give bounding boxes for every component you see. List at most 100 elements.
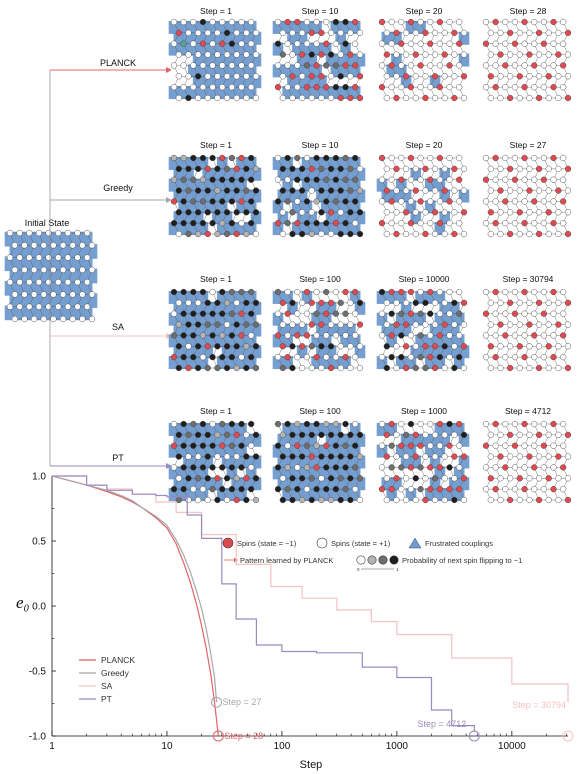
x-tick-label: 1000 bbox=[386, 741, 409, 752]
spin bbox=[412, 209, 419, 216]
spin bbox=[313, 18, 320, 26]
spin bbox=[550, 332, 557, 339]
spin bbox=[383, 343, 390, 350]
frustrated-patch bbox=[48, 293, 59, 308]
frustrated-patch bbox=[272, 444, 284, 458]
spin bbox=[294, 62, 301, 69]
frustrated-patch bbox=[453, 422, 465, 436]
frustrated-patch bbox=[320, 312, 332, 326]
spin bbox=[252, 343, 260, 350]
spin bbox=[516, 73, 523, 80]
spin bbox=[175, 343, 182, 350]
spin bbox=[337, 94, 344, 102]
spin bbox=[417, 154, 424, 162]
spin bbox=[274, 62, 282, 69]
frustrated-patch bbox=[187, 356, 199, 370]
frustrated-patch bbox=[197, 356, 209, 370]
legend-spins-down: Spins (state = −1) bbox=[237, 539, 297, 548]
spin bbox=[407, 464, 415, 471]
frustrated-patch bbox=[62, 280, 74, 296]
spin bbox=[526, 496, 533, 504]
frustrated-patch bbox=[420, 433, 431, 447]
frustrated-patch bbox=[241, 345, 252, 359]
spin bbox=[487, 321, 494, 328]
spin bbox=[303, 176, 311, 183]
spin bbox=[313, 198, 320, 205]
spin bbox=[347, 165, 354, 172]
spin bbox=[555, 94, 562, 102]
spin bbox=[407, 84, 415, 91]
spin bbox=[313, 40, 320, 47]
spin bbox=[492, 354, 499, 361]
spin bbox=[69, 315, 76, 323]
frustrated-patch bbox=[349, 20, 361, 34]
spin bbox=[398, 486, 405, 493]
spin bbox=[204, 51, 211, 58]
spin bbox=[298, 343, 306, 350]
spin bbox=[79, 266, 86, 273]
spin bbox=[526, 453, 533, 460]
spin bbox=[412, 343, 419, 350]
frustrated-patch bbox=[345, 167, 356, 181]
frustrated-patch bbox=[202, 323, 214, 337]
spin bbox=[219, 486, 226, 493]
spin bbox=[460, 343, 468, 350]
spin bbox=[313, 62, 320, 69]
spin bbox=[441, 29, 448, 36]
spin bbox=[545, 475, 552, 482]
spin bbox=[497, 321, 504, 328]
spin bbox=[378, 486, 386, 493]
spin bbox=[526, 209, 533, 216]
spin bbox=[352, 18, 359, 26]
frustrated-patch bbox=[178, 200, 189, 214]
frustrated-patch bbox=[340, 444, 351, 458]
frustrated-patch bbox=[57, 268, 69, 284]
spin bbox=[243, 496, 250, 504]
spin bbox=[540, 442, 548, 449]
spin bbox=[412, 230, 419, 238]
spin bbox=[560, 310, 567, 317]
frustrated-patch bbox=[410, 455, 422, 469]
spin bbox=[35, 229, 43, 237]
spin bbox=[26, 279, 33, 286]
frustrated-patch bbox=[335, 323, 347, 337]
spin bbox=[308, 73, 315, 80]
frustrated-patch bbox=[245, 466, 257, 480]
frustrated-patch bbox=[183, 189, 194, 203]
spin bbox=[431, 453, 439, 460]
spin bbox=[214, 230, 221, 238]
step-labels-pt: Step = 1 Step = 100 Step = 1000 Step = 4… bbox=[200, 406, 551, 416]
spin bbox=[327, 364, 335, 372]
spin bbox=[564, 343, 572, 350]
frustrated-patch bbox=[216, 312, 228, 326]
spin bbox=[284, 442, 291, 449]
spin bbox=[194, 51, 202, 58]
spin bbox=[170, 62, 178, 69]
spin bbox=[482, 18, 490, 26]
frustrated-patch bbox=[386, 488, 397, 502]
frustrated-patch bbox=[282, 356, 293, 370]
spin bbox=[180, 310, 187, 317]
spin bbox=[352, 154, 359, 162]
spin bbox=[228, 176, 236, 183]
frustrated-patch bbox=[349, 466, 361, 480]
spin bbox=[511, 40, 519, 47]
frustrated-patch bbox=[241, 53, 252, 67]
spin bbox=[298, 431, 306, 438]
spin bbox=[550, 84, 557, 91]
frustrated-patch bbox=[335, 455, 347, 469]
spin bbox=[378, 84, 386, 91]
spin bbox=[521, 486, 528, 493]
frustrated-patch bbox=[33, 280, 45, 296]
spin bbox=[233, 475, 240, 482]
frustrated-patch bbox=[316, 477, 327, 491]
spin bbox=[318, 475, 325, 482]
frustrated-patch bbox=[250, 433, 262, 447]
frustrated-patch bbox=[296, 53, 308, 67]
spin bbox=[185, 187, 192, 194]
spin bbox=[238, 442, 245, 449]
spin bbox=[535, 51, 543, 58]
spin bbox=[170, 354, 178, 361]
spin bbox=[564, 51, 572, 58]
frustrated-patch bbox=[173, 323, 185, 337]
